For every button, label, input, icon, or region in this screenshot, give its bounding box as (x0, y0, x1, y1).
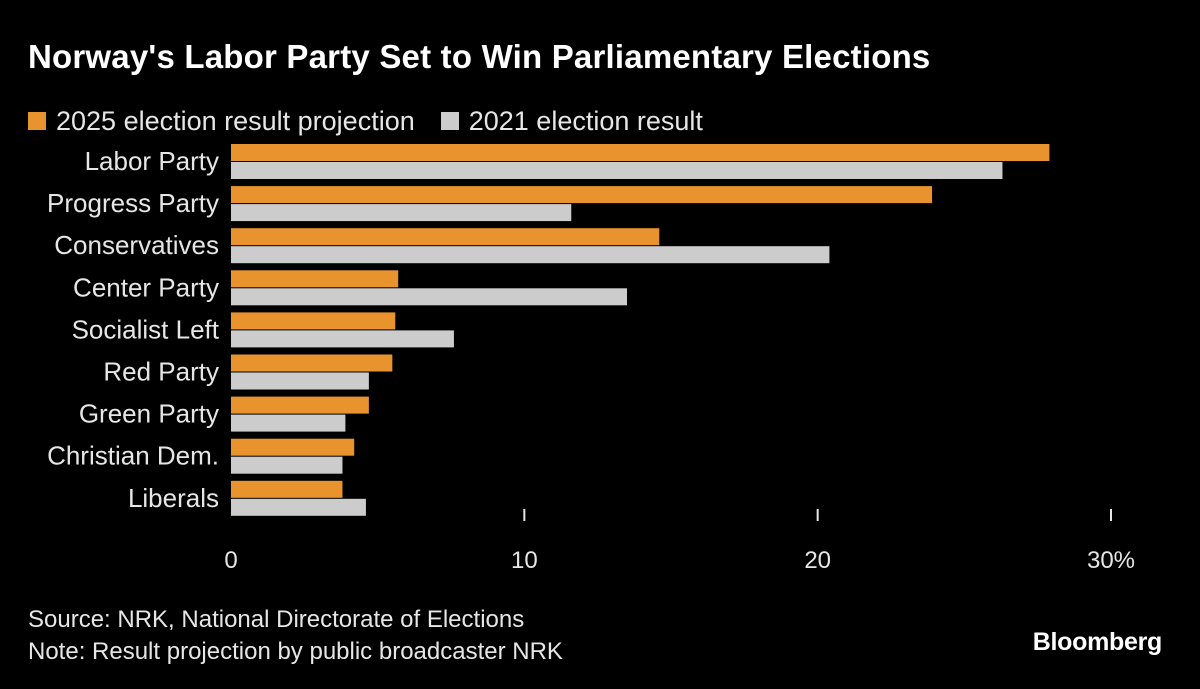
projection-note: Note: Result projection by public broadc… (28, 638, 563, 665)
x-tick-label-0: 0 (224, 547, 237, 574)
category-label-center-party: Center Party (73, 272, 219, 302)
legend-label-2021: 2021 election result (468, 105, 703, 136)
bar-2025-green-party (231, 396, 369, 414)
bar-2021-christian-dem (231, 456, 343, 474)
category-label-red-party: Red Party (103, 357, 219, 387)
bar-2021-green-party (231, 414, 346, 432)
bar-2025-center-party (231, 270, 399, 288)
legend-item-2021: 2021 election result (440, 105, 703, 137)
bar-2021-socialist-left (231, 330, 454, 348)
bar-2021-progress-party (231, 204, 572, 222)
bar-2025-progress-party (231, 186, 933, 204)
bar-2025-christian-dem (231, 438, 355, 456)
category-label-conservatives: Conservatives (54, 230, 219, 260)
bloomberg-logo: Bloomberg (1032, 628, 1163, 656)
legend-swatch-2025 (28, 112, 46, 130)
category-label-christian-dem: Christian Dem. (47, 441, 219, 471)
x-tick-label-20: 20 (804, 547, 831, 574)
category-label-green-party: Green Party (79, 399, 219, 429)
bar-2021-liberals (231, 498, 366, 516)
category-label-labor-party: Labor Party (85, 146, 219, 176)
x-tick-label-30: 30% (1087, 547, 1135, 574)
x-tick-label-10: 10 (511, 547, 538, 574)
bar-2021-red-party (231, 372, 369, 390)
legend-item-2025: 2025 election result projection (28, 106, 415, 137)
legend: 2025 election result projection 2021 ele… (28, 104, 729, 138)
bar-2025-conservatives (231, 228, 660, 246)
source-note: Source: NRK, National Directorate of Ele… (28, 606, 525, 633)
bar-2025-red-party (231, 354, 393, 372)
chart-title: Norway's Labor Party Set to Win Parliame… (28, 38, 931, 75)
bar-2025-labor-party (231, 144, 1050, 161)
legend-swatch-2021 (440, 112, 459, 130)
bar-2025-socialist-left (231, 312, 396, 330)
bar-2025-liberals (231, 480, 343, 498)
category-label-progress-party: Progress Party (47, 188, 219, 218)
bar-2021-labor-party (231, 162, 1003, 179)
category-label-socialist-left: Socialist Left (72, 314, 220, 344)
bar-2021-conservatives (231, 246, 830, 264)
category-label-liberals: Liberals (128, 483, 219, 513)
legend-label-2025: 2025 election result projection (56, 105, 415, 136)
bar-2021-center-party (231, 288, 627, 306)
